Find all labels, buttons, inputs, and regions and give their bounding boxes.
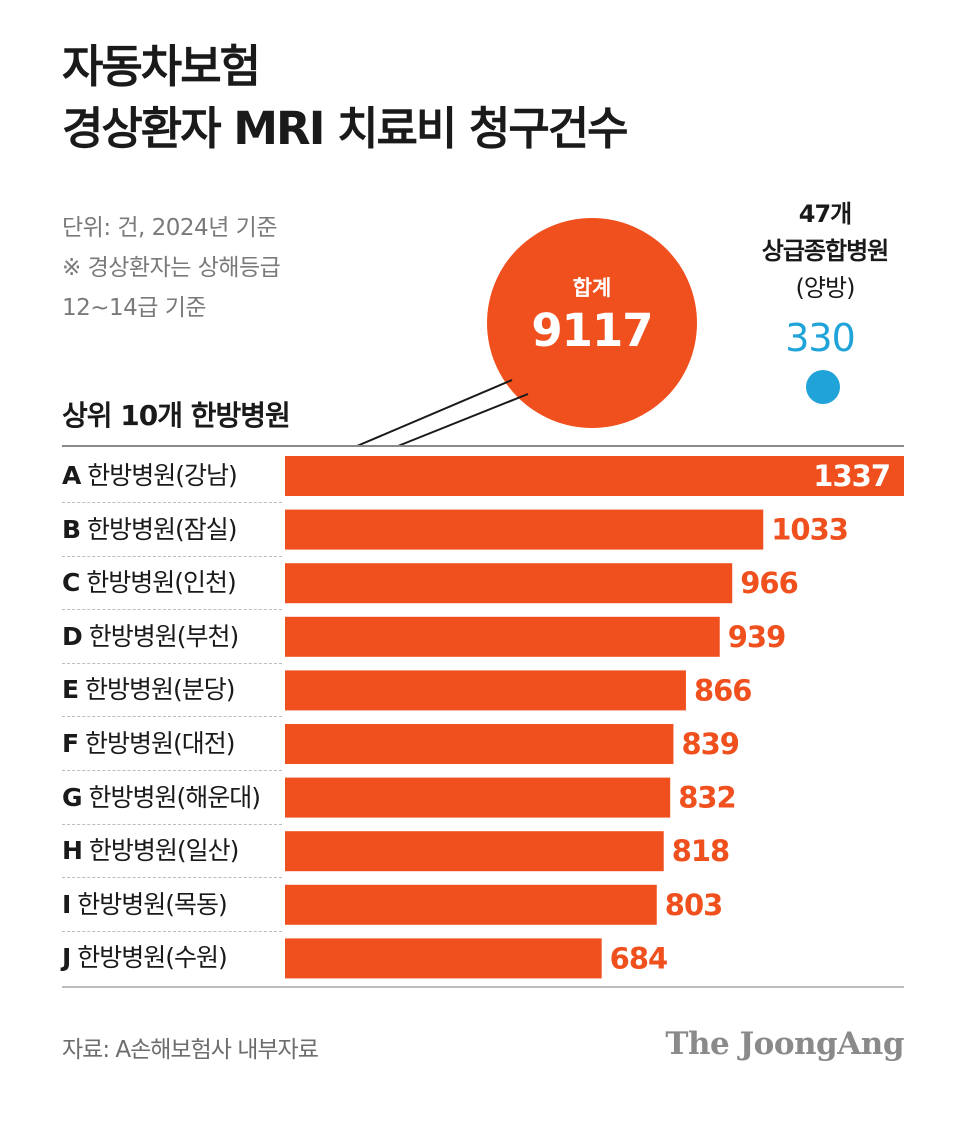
category-name: 한방병원(부천) (81, 621, 240, 651)
value-label-d: 939 (728, 620, 786, 654)
comparison-line2: 상급종합병원 (761, 237, 889, 265)
bar-c (285, 563, 733, 604)
bar-g (285, 777, 671, 818)
chart-title-line1: 자동차보험 (62, 40, 261, 93)
category-name: 한방병원(해운대) (81, 782, 261, 812)
chart-title: 자동차보험 경상환자 MRI 치료비 청구건수 (62, 36, 629, 160)
total-value: 9117 (531, 304, 653, 357)
total-label: 합계 (572, 276, 612, 300)
bar-b (285, 509, 764, 550)
category-label-e: E 한방병원(분당) (62, 670, 282, 710)
value-label-g: 832 (678, 781, 736, 815)
category-name: 한방병원(강남) (80, 461, 238, 490)
callout-line-right (397, 393, 529, 447)
category-name: 한방병원(인천) (79, 568, 237, 598)
note-line2: 12~14급 기준 (62, 295, 207, 321)
category-label-f: F 한방병원(대전) (62, 724, 282, 764)
value-label-b: 1033 (771, 513, 848, 547)
bars-group (285, 456, 904, 979)
category-letter: D (62, 621, 83, 651)
row-divider (62, 609, 282, 611)
bar-a (285, 456, 904, 496)
bar-e (285, 670, 686, 711)
callout-lines (356, 379, 529, 447)
category-label-g: G 한방병원(해운대) (62, 778, 282, 818)
comparison-line3: (양방) (795, 274, 856, 302)
comparison-label: 47개 상급종합병원 (양방) (720, 196, 930, 307)
category-letter: C (62, 568, 80, 598)
category-name: 한방병원(대전) (78, 729, 236, 758)
category-letter: I (62, 889, 71, 919)
category-label-b: B 한방병원(잠실) (62, 510, 282, 550)
value-label-c: 966 (740, 566, 798, 600)
bar-i (285, 884, 657, 925)
value-labels-group: 1337 1033 966 939 866 839 832 818 803 684 (610, 459, 891, 975)
category-letter: A (62, 461, 81, 490)
category-name: 한방병원(잠실) (80, 514, 238, 544)
total-circle: 합계 9117 (487, 218, 697, 428)
callout-line-left (356, 379, 513, 447)
chart-title-line2: 경상환자 MRI 치료비 청구건수 (62, 102, 629, 155)
note-line1: ※ 경상환자는 상해등급 (62, 255, 281, 281)
source-note: 자료: A손해보험사 내부자료 (62, 1037, 319, 1063)
row-divider (62, 770, 282, 771)
bar-h (285, 831, 664, 872)
category-letter: J (62, 943, 71, 973)
unit-note: 단위: 건, 2024년 기준 (62, 215, 278, 241)
value-label-f: 839 (681, 727, 739, 761)
notes: 단위: 건, 2024년 기준 ※ 경상환자는 상해등급 12~14급 기준 (62, 208, 281, 328)
bar-d (285, 616, 720, 657)
category-label-j: J 한방병원(수원) (62, 938, 282, 978)
category-label-i: I 한방병원(목동) (62, 885, 282, 925)
category-name: 한방병원(목동) (70, 889, 228, 919)
category-name: 한방병원(분당) (78, 675, 236, 705)
row-divider (62, 823, 282, 825)
category-letter: F (62, 729, 79, 758)
row-divider (62, 555, 282, 557)
value-label-h: 818 (672, 834, 730, 868)
row-divider (62, 502, 282, 503)
row-divider (62, 877, 282, 879)
value-label-j: 684 (610, 941, 668, 975)
category-name: 한방병원(수원) (70, 943, 228, 973)
category-name: 한방병원(일산) (81, 836, 240, 866)
comparison-dot (806, 370, 840, 404)
section-label: 상위 10개 한방병원 (62, 399, 291, 432)
category-label-d: D 한방병원(부천) (62, 617, 282, 657)
row-divider (62, 930, 282, 932)
category-label-a: A 한방병원(강남) (62, 456, 282, 496)
comparison-value: 330 (785, 316, 856, 360)
row-divider (62, 662, 282, 664)
category-label-c: C 한방병원(인천) (62, 563, 282, 603)
bar-j (285, 938, 602, 979)
bar-f (285, 724, 674, 764)
comparison-line1: 47개 (798, 200, 852, 228)
value-label-e: 866 (694, 673, 752, 707)
category-label-h: H 한방병원(일산) (62, 831, 282, 871)
brand-logo: The JoongAng (665, 1026, 904, 1062)
category-letter: H (62, 836, 83, 866)
value-label-a: 1337 (813, 459, 890, 493)
row-divider (62, 716, 282, 718)
value-label-i: 803 (665, 888, 723, 922)
category-letter: B (62, 514, 81, 544)
category-letter: E (62, 675, 79, 705)
category-letter: G (62, 782, 83, 812)
